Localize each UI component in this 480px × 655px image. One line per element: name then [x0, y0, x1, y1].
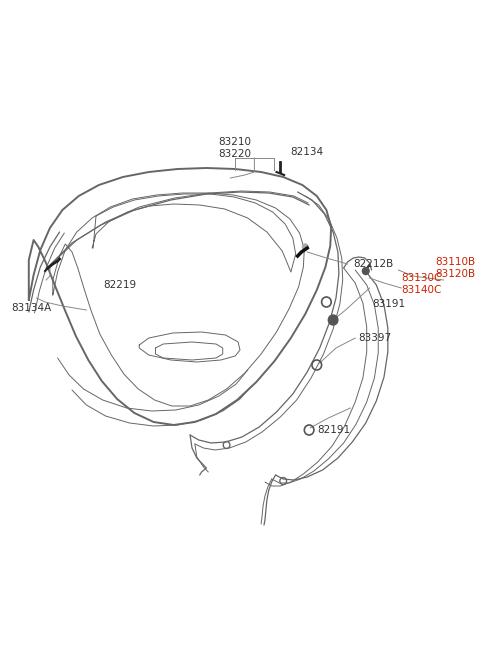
Text: 83110B
83120B: 83110B 83120B [435, 257, 475, 279]
Text: 82212B: 82212B [353, 259, 394, 269]
Text: 82191: 82191 [317, 425, 350, 435]
Text: 83397: 83397 [358, 333, 391, 343]
Text: 83134A: 83134A [12, 303, 52, 313]
Text: 83130C
83140C: 83130C 83140C [401, 273, 442, 295]
Text: 83191: 83191 [372, 299, 406, 309]
Text: 82219: 82219 [104, 280, 137, 290]
Circle shape [302, 244, 308, 250]
Text: 82134: 82134 [290, 147, 323, 157]
Circle shape [362, 267, 369, 274]
Text: 83210
83220: 83210 83220 [219, 137, 252, 159]
Circle shape [328, 315, 338, 325]
